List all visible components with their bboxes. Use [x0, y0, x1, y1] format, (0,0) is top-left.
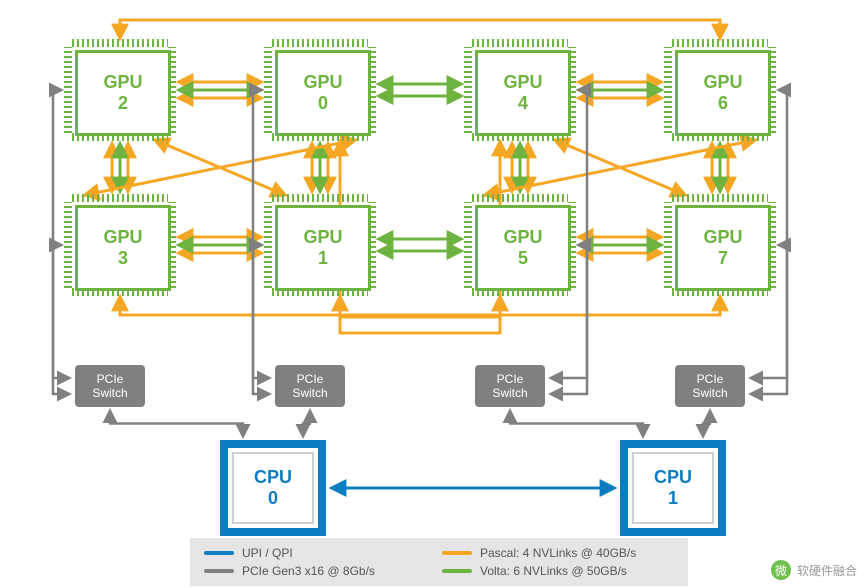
- pcie2: PCIeSwitch: [475, 365, 545, 407]
- cpu1: CPU1: [620, 440, 726, 536]
- pcie1: PCIeSwitch: [275, 365, 345, 407]
- watermark: 微 软硬件融合: [771, 560, 857, 580]
- watermark-text: 软硬件融合: [797, 562, 857, 579]
- gpu6: GPU6: [675, 50, 771, 136]
- legend-item: Volta: 6 NVLinks @ 50GB/s: [442, 564, 652, 578]
- legend-item: UPI / QPI: [204, 546, 414, 560]
- gpu5: GPU5: [475, 205, 571, 291]
- cpu0: CPU0: [220, 440, 326, 536]
- gpu0: GPU0: [275, 50, 371, 136]
- gpu2: GPU2: [75, 50, 171, 136]
- pcie3: PCIeSwitch: [675, 365, 745, 407]
- gpu1: GPU1: [275, 205, 371, 291]
- wechat-icon: 微: [771, 560, 791, 580]
- gpu4: GPU4: [475, 50, 571, 136]
- legend-item: PCIe Gen3 x16 @ 8Gb/s: [204, 564, 414, 578]
- legend-item: Pascal: 4 NVLinks @ 40GB/s: [442, 546, 652, 560]
- pcie0: PCIeSwitch: [75, 365, 145, 407]
- legend: UPI / QPI Pascal: 4 NVLinks @ 40GB/s PCIe …: [190, 538, 688, 586]
- gpu7: GPU7: [675, 205, 771, 291]
- gpu3: GPU3: [75, 205, 171, 291]
